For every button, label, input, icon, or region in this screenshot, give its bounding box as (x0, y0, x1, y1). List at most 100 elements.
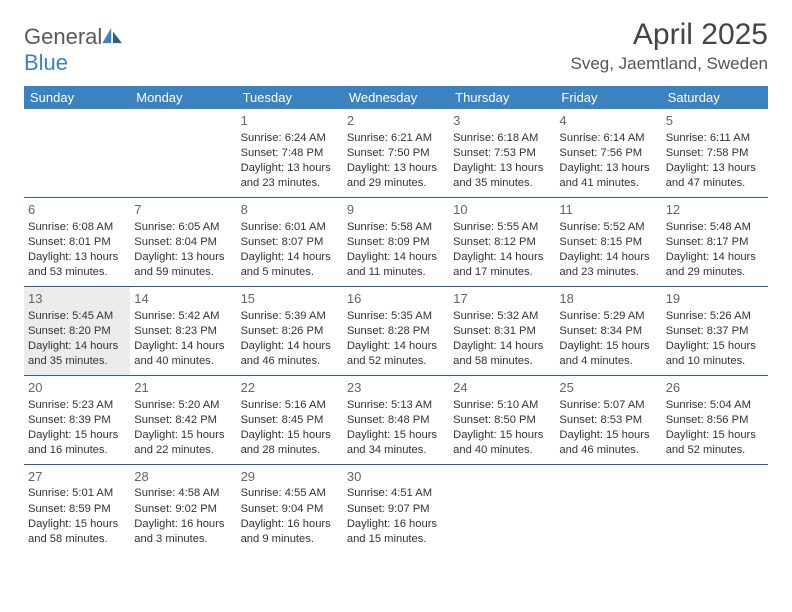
day-header: Saturday (662, 86, 768, 109)
day-details: Sunrise: 4:58 AMSunset: 9:02 PMDaylight:… (134, 486, 232, 546)
sunrise-line: Sunrise: 6:14 AM (559, 131, 657, 146)
calendar-cell: 30Sunrise: 4:51 AMSunset: 9:07 PMDayligh… (343, 464, 449, 552)
calendar-cell: 14Sunrise: 5:42 AMSunset: 8:23 PMDayligh… (130, 286, 236, 375)
day-details: Sunrise: 5:23 AMSunset: 8:39 PMDaylight:… (28, 398, 126, 458)
sunrise-line: Sunrise: 5:35 AM (347, 309, 445, 324)
day-number: 15 (241, 290, 339, 308)
sunrise-line: Sunrise: 6:24 AM (241, 131, 339, 146)
day-details: Sunrise: 5:42 AMSunset: 8:23 PMDaylight:… (134, 309, 232, 369)
calendar-table: SundayMondayTuesdayWednesdayThursdayFrid… (24, 86, 768, 553)
sunrise-line: Sunrise: 6:18 AM (453, 131, 551, 146)
day-number: 7 (134, 201, 232, 219)
day-number: 3 (453, 112, 551, 130)
sunset-line: Sunset: 8:34 PM (559, 324, 657, 339)
daylight-line: Daylight: 16 hours and 3 minutes. (134, 517, 232, 547)
day-details: Sunrise: 6:01 AMSunset: 8:07 PMDaylight:… (241, 220, 339, 280)
calendar-body: 1Sunrise: 6:24 AMSunset: 7:48 PMDaylight… (24, 109, 768, 553)
day-details: Sunrise: 4:51 AMSunset: 9:07 PMDaylight:… (347, 486, 445, 546)
day-details: Sunrise: 6:14 AMSunset: 7:56 PMDaylight:… (559, 131, 657, 191)
calendar-cell: 18Sunrise: 5:29 AMSunset: 8:34 PMDayligh… (555, 286, 661, 375)
daylight-line: Daylight: 16 hours and 15 minutes. (347, 517, 445, 547)
sunrise-line: Sunrise: 5:45 AM (28, 309, 126, 324)
calendar-cell: 6Sunrise: 6:08 AMSunset: 8:01 PMDaylight… (24, 197, 130, 286)
sunset-line: Sunset: 8:39 PM (28, 413, 126, 428)
calendar-cell: 26Sunrise: 5:04 AMSunset: 8:56 PMDayligh… (662, 375, 768, 464)
day-details: Sunrise: 5:45 AMSunset: 8:20 PMDaylight:… (28, 309, 126, 369)
sunrise-line: Sunrise: 5:32 AM (453, 309, 551, 324)
sunrise-line: Sunrise: 5:39 AM (241, 309, 339, 324)
calendar-cell: 10Sunrise: 5:55 AMSunset: 8:12 PMDayligh… (449, 197, 555, 286)
daylight-line: Daylight: 15 hours and 40 minutes. (453, 428, 551, 458)
daylight-line: Daylight: 14 hours and 46 minutes. (241, 339, 339, 369)
sunrise-line: Sunrise: 4:51 AM (347, 486, 445, 501)
day-details: Sunrise: 5:20 AMSunset: 8:42 PMDaylight:… (134, 398, 232, 458)
sunrise-line: Sunrise: 5:29 AM (559, 309, 657, 324)
daylight-line: Daylight: 14 hours and 35 minutes. (28, 339, 126, 369)
calendar-cell: 21Sunrise: 5:20 AMSunset: 8:42 PMDayligh… (130, 375, 236, 464)
calendar-cell (130, 109, 236, 197)
day-number: 27 (28, 468, 126, 486)
day-details: Sunrise: 5:10 AMSunset: 8:50 PMDaylight:… (453, 398, 551, 458)
sunrise-line: Sunrise: 5:42 AM (134, 309, 232, 324)
daylight-line: Daylight: 14 hours and 52 minutes. (347, 339, 445, 369)
sunset-line: Sunset: 8:04 PM (134, 235, 232, 250)
day-number: 17 (453, 290, 551, 308)
day-number: 10 (453, 201, 551, 219)
day-number: 14 (134, 290, 232, 308)
brand-logo: General Blue (24, 18, 124, 76)
day-number: 26 (666, 379, 764, 397)
sunset-line: Sunset: 8:15 PM (559, 235, 657, 250)
sunset-line: Sunset: 7:50 PM (347, 146, 445, 161)
day-number: 23 (347, 379, 445, 397)
day-number: 4 (559, 112, 657, 130)
sunset-line: Sunset: 8:48 PM (347, 413, 445, 428)
day-number: 24 (453, 379, 551, 397)
sunset-line: Sunset: 8:50 PM (453, 413, 551, 428)
sunrise-line: Sunrise: 5:04 AM (666, 398, 764, 413)
sunrise-line: Sunrise: 6:11 AM (666, 131, 764, 146)
daylight-line: Daylight: 15 hours and 46 minutes. (559, 428, 657, 458)
sunset-line: Sunset: 8:07 PM (241, 235, 339, 250)
daylight-line: Daylight: 15 hours and 28 minutes. (241, 428, 339, 458)
day-details: Sunrise: 5:07 AMSunset: 8:53 PMDaylight:… (559, 398, 657, 458)
day-details: Sunrise: 5:32 AMSunset: 8:31 PMDaylight:… (453, 309, 551, 369)
sunset-line: Sunset: 8:53 PM (559, 413, 657, 428)
sunset-line: Sunset: 8:37 PM (666, 324, 764, 339)
day-number: 18 (559, 290, 657, 308)
day-details: Sunrise: 5:29 AMSunset: 8:34 PMDaylight:… (559, 309, 657, 369)
sunrise-line: Sunrise: 6:21 AM (347, 131, 445, 146)
daylight-line: Daylight: 15 hours and 10 minutes. (666, 339, 764, 369)
day-number: 25 (559, 379, 657, 397)
day-number: 5 (666, 112, 764, 130)
sunrise-line: Sunrise: 5:01 AM (28, 486, 126, 501)
daylight-line: Daylight: 15 hours and 4 minutes. (559, 339, 657, 369)
location-text: Sveg, Jaemtland, Sweden (570, 54, 768, 74)
daylight-line: Daylight: 13 hours and 59 minutes. (134, 250, 232, 280)
day-details: Sunrise: 6:05 AMSunset: 8:04 PMDaylight:… (134, 220, 232, 280)
day-details: Sunrise: 5:26 AMSunset: 8:37 PMDaylight:… (666, 309, 764, 369)
daylight-line: Daylight: 14 hours and 40 minutes. (134, 339, 232, 369)
sunset-line: Sunset: 8:12 PM (453, 235, 551, 250)
sunrise-line: Sunrise: 5:16 AM (241, 398, 339, 413)
sunrise-line: Sunrise: 5:23 AM (28, 398, 126, 413)
day-details: Sunrise: 6:18 AMSunset: 7:53 PMDaylight:… (453, 131, 551, 191)
calendar-cell: 28Sunrise: 4:58 AMSunset: 9:02 PMDayligh… (130, 464, 236, 552)
sunset-line: Sunset: 7:56 PM (559, 146, 657, 161)
brand-part1: General (24, 24, 102, 49)
calendar-cell: 22Sunrise: 5:16 AMSunset: 8:45 PMDayligh… (237, 375, 343, 464)
sunset-line: Sunset: 7:48 PM (241, 146, 339, 161)
day-header: Friday (555, 86, 661, 109)
sunset-line: Sunset: 7:58 PM (666, 146, 764, 161)
calendar-week: 1Sunrise: 6:24 AMSunset: 7:48 PMDaylight… (24, 109, 768, 197)
calendar-cell: 25Sunrise: 5:07 AMSunset: 8:53 PMDayligh… (555, 375, 661, 464)
calendar-cell: 17Sunrise: 5:32 AMSunset: 8:31 PMDayligh… (449, 286, 555, 375)
calendar-cell: 12Sunrise: 5:48 AMSunset: 8:17 PMDayligh… (662, 197, 768, 286)
daylight-line: Daylight: 13 hours and 29 minutes. (347, 161, 445, 191)
calendar-week: 20Sunrise: 5:23 AMSunset: 8:39 PMDayligh… (24, 375, 768, 464)
calendar-cell: 3Sunrise: 6:18 AMSunset: 7:53 PMDaylight… (449, 109, 555, 197)
day-number: 13 (28, 290, 126, 308)
calendar-cell: 24Sunrise: 5:10 AMSunset: 8:50 PMDayligh… (449, 375, 555, 464)
sunset-line: Sunset: 9:04 PM (241, 502, 339, 517)
calendar-cell (555, 464, 661, 552)
day-details: Sunrise: 5:52 AMSunset: 8:15 PMDaylight:… (559, 220, 657, 280)
